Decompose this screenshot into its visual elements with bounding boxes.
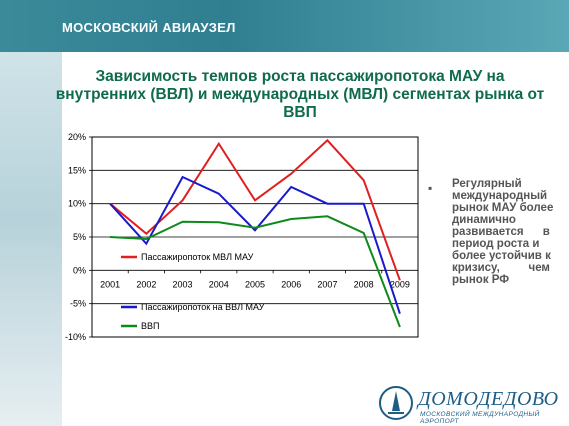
slide-title-line-3: ВВП xyxy=(283,104,317,121)
logo-subtitle: МОСКОВСКИЙ МЕЖДУНАРОДНЫЙ АЭРОПОРТ xyxy=(420,411,540,425)
series-line-2 xyxy=(110,215,401,328)
bullet-line: рынок МАУ более xyxy=(452,202,554,214)
slide-title: Зависимость темпов роста пассажиропотока… xyxy=(30,68,569,122)
bullet-line: развивается в xyxy=(452,226,550,238)
series-line-1 xyxy=(109,175,401,315)
legend-label-2: ВВП xyxy=(141,321,159,331)
bullet-line: рынок РФ xyxy=(452,274,510,286)
side-decor-band xyxy=(0,52,62,426)
y-tick-label: 5% xyxy=(73,232,86,242)
x-tick-label: 2009 xyxy=(390,279,410,289)
header-band xyxy=(0,0,569,52)
y-tick-label: 20% xyxy=(68,132,86,142)
logo-name: ДОМОДЕДОВО xyxy=(418,388,559,410)
x-tick-label: 2003 xyxy=(173,279,193,289)
y-tick-label: 10% xyxy=(68,199,86,209)
bullet-line: Регулярный xyxy=(452,178,522,190)
bullet-line: кризису, чем xyxy=(452,262,550,274)
bullet-line: динамично xyxy=(452,214,516,226)
x-tick-label: 2002 xyxy=(136,279,156,289)
bullet-text: Регулярный международный рынок МАУ более… xyxy=(452,178,569,286)
x-tick-label: 2006 xyxy=(281,279,301,289)
bullet-marker: ▪ xyxy=(428,181,433,195)
x-tick-label: 2007 xyxy=(317,279,337,289)
domodedovo-logo-icon xyxy=(379,386,413,420)
bullet-line: более устойчив к xyxy=(452,250,551,262)
x-tick-label: 2008 xyxy=(354,279,374,289)
slide-title-line-2: внутренних (ВВЛ) и международных (МВЛ) с… xyxy=(55,86,545,103)
y-tick-label: -5% xyxy=(70,299,86,309)
x-tick-label: 2001 xyxy=(100,279,120,289)
y-tick-label: 0% xyxy=(73,265,86,275)
x-tick-label: 2005 xyxy=(245,279,265,289)
bullet-line: период роста и xyxy=(452,238,540,250)
slide-title-line-1: Зависимость темпов роста пассажиропотока… xyxy=(95,68,505,85)
y-tick-label: 15% xyxy=(68,165,86,175)
legend-label-0: Пассажиропоток МВЛ МАУ xyxy=(141,252,254,262)
y-tick-label: -10% xyxy=(65,332,86,342)
header-title: МОСКОВСКИЙ АВИАУЗЕЛ xyxy=(62,20,236,35)
bullet-line: международный xyxy=(452,190,548,202)
legend-label-1: Пассажиропоток на ВВЛ МАУ xyxy=(141,302,265,312)
x-tick-label: 2004 xyxy=(209,279,229,289)
